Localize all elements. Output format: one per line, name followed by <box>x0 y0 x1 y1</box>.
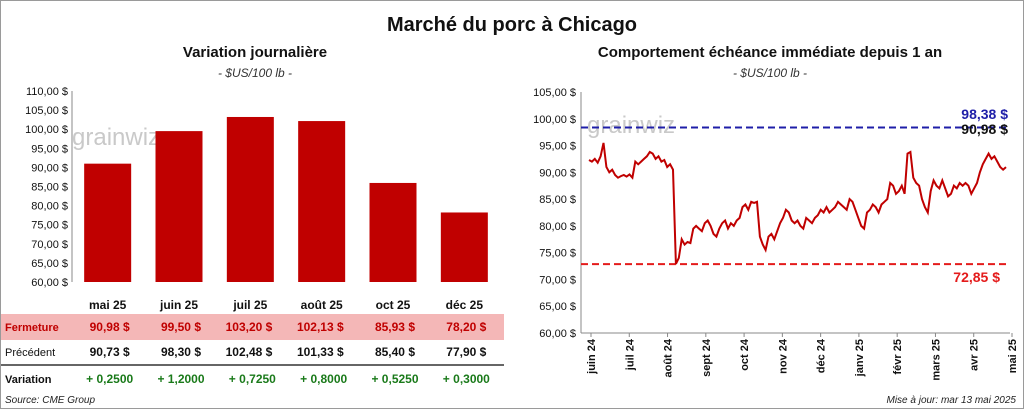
high-label: 98,38 $ <box>961 106 1008 122</box>
bar <box>440 212 488 282</box>
left-chart-unit: - $US/100 lb - <box>217 66 293 80</box>
y-tick-label: 95,00 $ <box>31 143 68 155</box>
y-tick-label: 65,00 $ <box>539 301 576 313</box>
page-title: Marché du porc à Chicago <box>386 14 638 36</box>
bar <box>369 182 417 282</box>
last-label: 90,98 $ <box>961 121 1008 137</box>
source-note: Source: CME Group <box>5 395 96 406</box>
y-tick-label: 90,00 $ <box>31 162 68 174</box>
y-tick-label: 100,00 $ <box>25 124 68 136</box>
left-bar-chart: grainwiz 60,00 $ 65,00 $ 70,00 $ 75,00 $ 80,… <box>1 86 504 386</box>
precedent-value: 90,73 $ <box>90 345 130 359</box>
right-chart-unit: - $US/100 lb - <box>732 66 808 80</box>
precedent-value: 85,40 $ <box>375 345 415 359</box>
x-category-label: mai 25 <box>89 298 127 312</box>
precedent-value: 101,33 $ <box>297 345 344 359</box>
x-tick-label: août 24 <box>663 338 675 377</box>
price-series-line <box>588 142 1007 265</box>
right-chart-title: Comportement échéance immédiate depuis 1… <box>597 44 943 61</box>
fermeture-value: 78,20 $ <box>446 320 486 334</box>
y-tick-label: 90,00 $ <box>539 167 576 179</box>
x-tick-label: déc 24 <box>816 338 828 373</box>
x-tick-label: avr 25 <box>969 339 981 371</box>
variation-value: + 0,3000 <box>443 372 490 386</box>
variation-value: + 1,2000 <box>157 372 204 386</box>
fermeture-value: 99,50 $ <box>161 320 201 334</box>
y-tick-label: 70,00 $ <box>539 274 576 286</box>
fermeture-value: 103,20 $ <box>226 320 273 334</box>
bar <box>155 131 203 282</box>
x-tick-label: oct 24 <box>739 338 751 371</box>
updated-note: Mise à jour: mar 13 mai 2025 <box>886 395 1016 406</box>
y-tick-label: 60,00 $ <box>539 328 576 340</box>
y-tick-label: 85,00 $ <box>539 194 576 206</box>
x-category-label: oct 25 <box>376 298 411 312</box>
bar <box>84 163 132 282</box>
y-tick-label: 80,00 $ <box>539 221 576 233</box>
x-tick-label: nov 24 <box>777 338 789 374</box>
y-tick-label: 85,00 $ <box>31 182 68 194</box>
variation-value: + 0,8000 <box>300 372 347 386</box>
x-category-label: déc 25 <box>446 298 484 312</box>
variation-value: + 0,7250 <box>229 372 276 386</box>
x-tick-label: janv 25 <box>854 339 866 377</box>
y-tick-label: 75,00 $ <box>31 220 68 232</box>
x-category-label: juin 25 <box>159 298 198 312</box>
bar <box>226 116 274 282</box>
left-watermark: grainwiz <box>72 124 160 151</box>
precedent-value: 102,48 $ <box>226 345 273 359</box>
variation-value: + 0,2500 <box>86 372 133 386</box>
y-tick-label: 65,00 $ <box>31 258 68 270</box>
y-tick-label: 100,00 $ <box>533 114 576 126</box>
y-tick-label: 105,00 $ <box>533 87 576 99</box>
right-watermark: grainwiz <box>587 112 675 139</box>
x-category-label: juil 25 <box>232 298 267 312</box>
fermeture-row-bg <box>1 314 504 340</box>
precedent-value: 77,90 $ <box>446 345 486 359</box>
low-label: 72,85 $ <box>953 269 1000 285</box>
fermeture-value: 102,13 $ <box>297 320 344 334</box>
fermeture-value: 90,98 $ <box>90 320 130 334</box>
x-tick-label: juin 24 <box>586 338 598 375</box>
fermeture-value: 85,93 $ <box>375 320 415 334</box>
y-tick-label: 80,00 $ <box>31 201 68 213</box>
bar <box>298 121 346 282</box>
y-tick-label: 60,00 $ <box>31 277 68 289</box>
x-tick-label: févr 25 <box>892 339 904 374</box>
precedent-label: Précédent <box>5 347 55 359</box>
y-tick-label: 75,00 $ <box>539 248 576 260</box>
x-tick-label: mars 25 <box>930 339 942 381</box>
y-tick-label: 110,00 $ <box>26 86 68 98</box>
variation-value: + 0,5250 <box>371 372 418 386</box>
precedent-value: 98,30 $ <box>161 345 201 359</box>
y-tick-label: 95,00 $ <box>539 141 576 153</box>
x-tick-label: mai 25 <box>1007 339 1019 373</box>
x-category-label: août 25 <box>301 298 343 312</box>
y-tick-label: 70,00 $ <box>31 239 68 251</box>
y-tick-label: 105,00 $ <box>25 105 68 117</box>
x-tick-label: sept 24 <box>701 338 713 377</box>
left-chart-title: Variation journalière <box>182 44 328 61</box>
fermeture-label: Fermeture <box>5 322 59 334</box>
variation-label: Variation <box>5 374 52 386</box>
x-tick-label: juil 24 <box>624 338 636 371</box>
